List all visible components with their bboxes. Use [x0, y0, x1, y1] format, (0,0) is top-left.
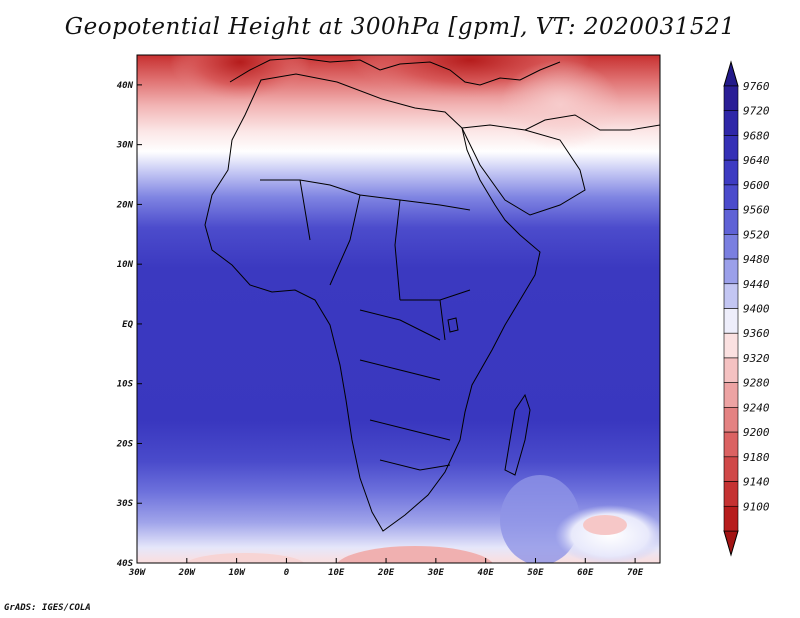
y-axis: 40N 30N 20N 10N EQ 10S 20S 30S 40S — [116, 81, 142, 569]
colorbar-label: 9400 — [743, 303, 770, 316]
map-title: Geopotential Height at 300hPa [gpm], VT:… — [64, 14, 736, 40]
x-tick-label: 30E — [427, 568, 445, 578]
credit-text: GrADS: IGES/COLA — [4, 603, 91, 613]
persia-coastline — [524, 114, 660, 131]
colorbar-swatch — [723, 85, 739, 112]
europe-coastline — [229, 57, 561, 86]
colorbar-top-arrow — [723, 60, 739, 87]
y-tick-label: 40S — [117, 559, 134, 569]
africa-coastline — [204, 73, 541, 532]
x-axis: 30W 20W 10W 0 10E 20E 30E 40E 50E 60E 70E — [128, 558, 644, 578]
colorbar-label: 9140 — [743, 476, 770, 489]
colorbar-swatch — [723, 505, 739, 532]
y-tick-label: 30S — [116, 499, 134, 509]
x-tick-label: 10E — [328, 568, 345, 578]
x-tick-label: 40E — [478, 568, 495, 578]
colorbar-swatch — [723, 431, 739, 458]
colorbar-swatch — [723, 110, 739, 136]
colorbar-label: 9520 — [743, 228, 770, 241]
x-tick-label: 30W — [128, 568, 147, 578]
country-borders — [260, 179, 471, 471]
y-tick-label: 30N — [116, 141, 134, 151]
colorbar-swatch — [723, 135, 739, 161]
colorbar-bottom-arrow — [723, 530, 739, 557]
colorbar-label: 9320 — [743, 352, 770, 365]
colorbar-swatch — [723, 184, 739, 210]
colorbar-label: 9680 — [743, 129, 770, 142]
colorbar-swatch — [723, 159, 739, 186]
x-tick-label: 20E — [377, 568, 395, 578]
x-tick-label: 70E — [627, 568, 644, 578]
madagascar-coastline — [504, 393, 531, 476]
x-tick-label: 50E — [527, 568, 544, 578]
colorbar-swatch — [723, 283, 739, 309]
colorbar-swatch — [723, 332, 739, 359]
x-tick-label: 10W — [228, 568, 246, 578]
colorbar: 9760 9720 9680 9640 9600 9560 9520 9480 9440 9400… — [723, 60, 770, 557]
x-tick-label: 0 — [284, 568, 290, 578]
colorbar-label: 9480 — [743, 253, 770, 266]
colorbar-label: 9720 — [743, 105, 770, 118]
y-tick-label: 10S — [117, 380, 134, 390]
lake-victoria — [447, 317, 459, 333]
y-tick-label: 40N — [117, 81, 134, 91]
colorbar-label: 9360 — [743, 327, 770, 340]
arabia-coastline — [461, 124, 586, 216]
colorbar-swatch — [723, 407, 739, 433]
colorbar-label: 9240 — [743, 401, 770, 414]
colorbar-swatch — [723, 234, 739, 260]
colorbar-label: 9560 — [743, 204, 770, 217]
colorbar-label: 9760 — [743, 80, 770, 93]
colorbar-label: 9600 — [743, 179, 770, 192]
colorbar-swatch — [723, 308, 739, 334]
colorbar-swatch — [723, 209, 739, 235]
y-tick-label: 20S — [116, 439, 134, 449]
height-field — [137, 55, 660, 563]
y-tick-label: 20N — [116, 200, 134, 210]
x-tick-label: 60E — [577, 568, 594, 578]
colorbar-label: 9100 — [743, 500, 770, 513]
y-tick-label: EQ — [122, 320, 133, 330]
x-tick-label: 20W — [178, 568, 197, 578]
y-tick-label: 10N — [117, 260, 134, 270]
map-frame — [136, 54, 661, 564]
colorbar-label: 9640 — [743, 154, 770, 167]
colorbar-swatch — [723, 258, 739, 285]
colorbar-label: 9180 — [743, 451, 770, 464]
colorbar-label: 9200 — [743, 426, 770, 439]
colorbar-swatch — [723, 481, 739, 507]
colorbar-label: 9280 — [743, 377, 770, 390]
colorbar-swatch — [723, 456, 739, 482]
coastlines — [204, 57, 660, 532]
colorbar-label: 9440 — [743, 278, 770, 291]
colorbar-swatch — [723, 382, 739, 408]
colorbar-swatch — [723, 357, 739, 383]
